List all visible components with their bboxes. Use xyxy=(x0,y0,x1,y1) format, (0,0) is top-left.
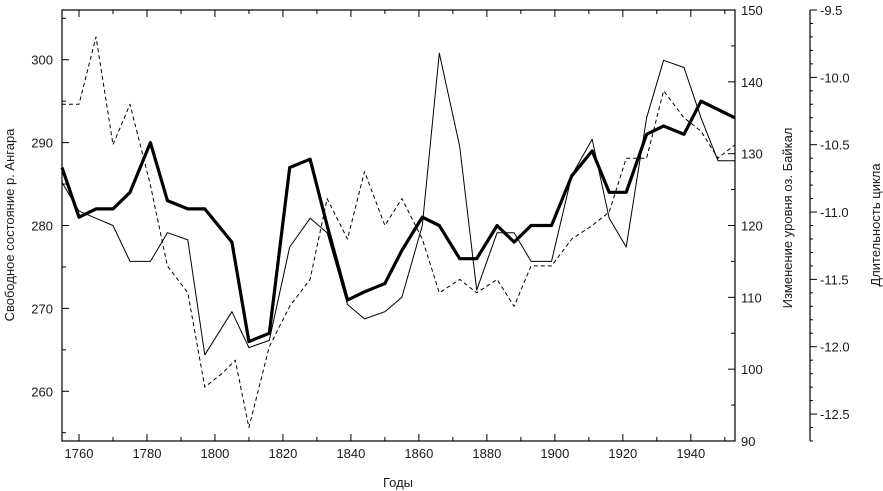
right2-tick-label: -10.0 xyxy=(820,70,850,85)
x-tick-label: 1900 xyxy=(540,446,569,461)
right1-tick-label: 130 xyxy=(741,147,763,162)
right2-tick-label: -11.5 xyxy=(820,272,849,287)
x-tick-label: 1940 xyxy=(676,446,705,461)
right2-tick-label: -10.5 xyxy=(820,138,850,153)
right1-axis-title: Изменение уровня оз. Байкал xyxy=(780,128,795,309)
right-y-axis-baikal: 90 100 110 120 130 140 150 xyxy=(728,3,763,449)
right2-tick-label: -9.5 xyxy=(820,3,842,18)
right1-tick-label: 100 xyxy=(741,362,763,377)
right1-tick-label: 90 xyxy=(741,434,755,449)
left-tick-label: 280 xyxy=(31,219,53,234)
left-tick-label: 260 xyxy=(31,384,53,399)
left-y-axis: 260 270 280 290 300 xyxy=(31,17,69,434)
x-tick-label: 1800 xyxy=(200,446,229,461)
x-tick-label: 1820 xyxy=(268,446,297,461)
right2-tick-label: -12.0 xyxy=(820,340,850,355)
right-y-axis-cycle: -9.5 -10.0 -10.5 -11.0 -11.5 -12.0 -12.5 xyxy=(810,3,850,442)
x-tick-label: 1920 xyxy=(608,446,637,461)
left-tick-label: 290 xyxy=(31,136,53,151)
series-line-dashed xyxy=(62,36,736,428)
series-line-thin-solid xyxy=(61,52,735,356)
left-tick-label: 270 xyxy=(31,301,53,316)
right2-axis-title: Длительность цикла xyxy=(868,163,883,287)
right1-tick-label: 140 xyxy=(741,75,763,90)
x-tick-label: 1880 xyxy=(472,446,501,461)
right1-tick-label: 120 xyxy=(741,219,763,234)
x-tick-label: 1780 xyxy=(133,446,162,461)
series-layer xyxy=(60,36,736,428)
left-axis-title: Свободное состояние р. Ангара xyxy=(2,128,17,322)
right2-tick-label: -11.0 xyxy=(820,205,849,220)
x-tick-label: 1840 xyxy=(336,446,365,461)
x-axis-title: Годы xyxy=(383,475,413,490)
x-axis: 1760 1780 1800 1820 1840 1860 1880 1900 1920 1940 xyxy=(65,10,726,461)
left-tick-label: 300 xyxy=(31,53,53,68)
series-line-thick-solid xyxy=(60,99,736,344)
plot-border xyxy=(61,9,736,442)
right2-tick-label: -12.5 xyxy=(820,407,850,422)
x-tick-label: 1760 xyxy=(65,446,94,461)
x-tick-label: 1860 xyxy=(404,446,433,461)
right1-tick-label: 150 xyxy=(741,3,763,18)
right1-tick-label: 110 xyxy=(741,290,762,305)
